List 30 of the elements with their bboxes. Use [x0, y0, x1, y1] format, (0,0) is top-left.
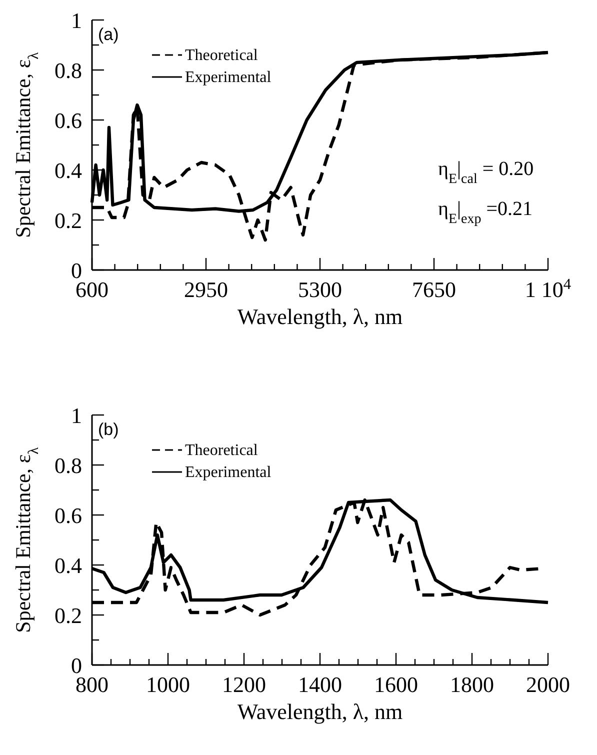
y-tick-label: 1: [71, 8, 82, 33]
x-tick-label: 1200: [222, 672, 266, 697]
x-tick-label: 5300: [298, 277, 342, 302]
y-tick-label: 0.8: [54, 58, 82, 83]
x-axis-title: Wavelength, λ, nm: [237, 699, 403, 724]
x-tick-label: 1 10$^{4}$: [524, 276, 572, 302]
legend-label: Theoretical: [185, 442, 258, 459]
legend-label: Experimental: [185, 464, 272, 481]
x-tick-label: 7650: [412, 277, 456, 302]
legend-label: Theoretical: [185, 47, 258, 64]
chart-title: (b): [98, 420, 119, 439]
x-tick-label: 1400: [298, 672, 342, 697]
x-tick-label: 1000: [146, 672, 190, 697]
x-tick-label: 1600: [374, 672, 418, 697]
x-axis-title: Wavelength, λ, nm: [237, 304, 403, 329]
chart-title: (a): [98, 25, 119, 44]
x-tick-label: 2000: [526, 672, 570, 697]
y-tick-label: 1: [71, 403, 82, 428]
legend-label: Experimental: [185, 69, 272, 86]
y-tick-label: 0.4: [54, 553, 82, 578]
y-tick-label: 0.4: [54, 158, 82, 183]
x-tick-label: 2950: [184, 277, 228, 302]
y-tick-label: 0.8: [54, 453, 82, 478]
y-tick-label: 0.2: [54, 603, 82, 628]
annotation: η$_{E}$|$_{exp}$ =0.21: [438, 198, 533, 226]
y-tick-label: 0.2: [54, 208, 82, 233]
y-tick-label: 0.6: [54, 503, 82, 528]
annotation: η$_{E}$|$_{cal}$ = 0.20: [438, 158, 534, 186]
y-tick-label: 0.6: [54, 108, 82, 133]
x-tick-label: 1800: [450, 672, 494, 697]
